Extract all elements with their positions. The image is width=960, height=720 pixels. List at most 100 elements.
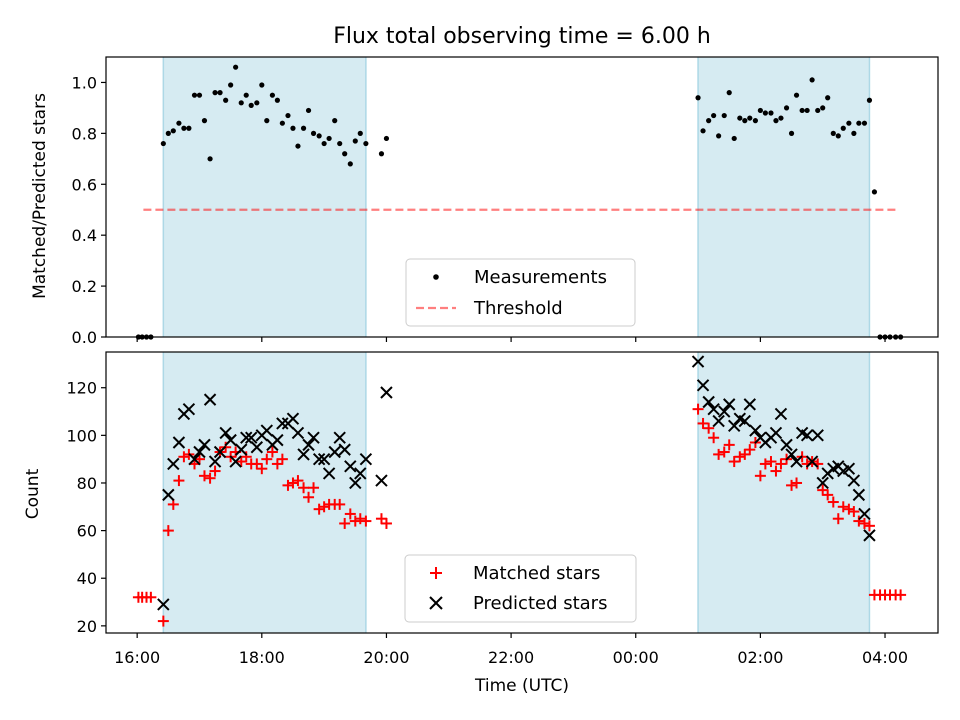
measurements-legend-label: Measurements: [474, 267, 607, 288]
count-legend-box: [404, 554, 637, 623]
predicted-star-point: [696, 379, 710, 392]
measurement-point: [731, 135, 737, 142]
x-tick-label: 18:00: [239, 648, 285, 667]
measurement-point: [170, 128, 176, 134]
matched-star-point: [895, 589, 907, 601]
measurement-point: [716, 133, 722, 139]
matched-star-point: [209, 465, 221, 477]
matched-star-point: [837, 501, 849, 513]
measurement-point: [347, 161, 353, 167]
measurement-point: [321, 140, 327, 147]
measurement-point: [721, 112, 727, 119]
matched-star-point: [354, 513, 366, 525]
predicted-star-point: [743, 398, 756, 411]
measurement-point: [228, 82, 234, 88]
matched-star-point: [765, 456, 777, 468]
matched-star-point: [718, 446, 730, 458]
matched-star-point: [360, 515, 372, 527]
matched-star-point: [303, 491, 315, 503]
measurement-point: [737, 115, 743, 121]
measurement-point: [207, 156, 213, 162]
measurement-point: [793, 92, 800, 98]
matched-star-point: [349, 515, 361, 527]
predicted-star-point: [847, 474, 861, 487]
measurement-point: [820, 105, 826, 111]
predicted-star-point: [380, 386, 393, 399]
predicted-star-point: [790, 455, 803, 468]
measurement-point: [191, 92, 198, 98]
matched-star-point: [817, 484, 829, 496]
predicted-star-point: [307, 431, 320, 444]
measurement-point: [259, 82, 265, 88]
predicted-star-point: [193, 445, 206, 459]
y-tick-label: 60: [77, 522, 97, 541]
predicted-star-point: [276, 417, 289, 430]
measurement-point: [295, 143, 301, 149]
predicted-star-point: [172, 436, 186, 449]
matched-star-point: [728, 456, 740, 468]
matched-star-point: [256, 463, 268, 475]
x-tick-label: 00:00: [613, 648, 659, 667]
measurement-point: [223, 97, 229, 103]
predicted-star-point: [167, 457, 180, 471]
predicted-star-point: [805, 455, 819, 468]
measurement-point: [274, 97, 280, 103]
measurement-point: [809, 77, 815, 83]
x-tick-label: 04:00: [862, 648, 908, 667]
measurement-point: [238, 100, 244, 106]
predicted-star-point: [858, 507, 871, 521]
predicted-star-point: [344, 460, 357, 473]
count-y-axis-label: Count: [23, 468, 43, 519]
predicted-star-point: [250, 441, 264, 454]
y-tick-label: 0.8: [72, 124, 97, 143]
y-tick-label: 0.2: [72, 277, 97, 296]
count-panel-frame: [105, 351, 939, 634]
predicted-star-point: [229, 455, 242, 468]
predicted-star-point: [322, 467, 336, 480]
predicted-star-point: [213, 445, 227, 459]
ratio-y-axis-label: Matched/Predicted stars: [30, 93, 50, 299]
measurement-point: [332, 118, 338, 124]
predicted-star-point: [240, 431, 253, 444]
measurement-point: [186, 125, 192, 131]
measurement-point: [290, 125, 296, 131]
measurement-point: [305, 107, 312, 114]
predicted-star-point: [286, 412, 300, 425]
y-tick-label: 0.0: [72, 328, 97, 347]
predicted-star-point: [208, 455, 222, 468]
predicted-star-point: [738, 414, 752, 428]
matched-star-point: [770, 465, 782, 477]
predicted-star-point: [785, 448, 798, 461]
observing-bands: [162, 352, 871, 633]
measurement-point: [861, 120, 868, 126]
matched-star-point: [708, 432, 720, 444]
ratio-y-ticks: 0.0 0.2 0.4 0.6 0.8 1.0: [72, 73, 106, 347]
measurement-point: [788, 130, 795, 136]
chart-title: Flux total observing time = 6.00 h: [333, 24, 711, 49]
matched-star-point: [827, 496, 839, 508]
predicted-star-points: [157, 355, 876, 611]
matched-star-point: [848, 506, 860, 518]
measurement-point: [815, 107, 821, 114]
x-tick-label: 22:00: [488, 648, 534, 667]
y-tick-label: 1.0: [72, 73, 97, 92]
matched-star-point: [313, 503, 325, 515]
matched-star-point: [759, 458, 771, 470]
measurement-point: [254, 100, 260, 106]
predicted-star-point: [712, 414, 725, 428]
measurement-point: [778, 115, 784, 121]
measurement-point: [196, 92, 203, 98]
predicted-star-point: [349, 476, 362, 490]
predicted-star-point: [723, 398, 736, 411]
predicted-star-point: [224, 433, 237, 447]
measurement-point: [326, 135, 332, 142]
observing-band-1: [698, 57, 870, 337]
measurement-point: [846, 120, 852, 126]
matched-star-point: [261, 453, 273, 465]
predicted-star-point: [707, 402, 720, 416]
measurement-point: [363, 140, 369, 147]
matched-star-point: [822, 489, 834, 501]
measurement-point: [269, 92, 275, 98]
matched-star-point: [786, 479, 798, 491]
predicted-star-point: [302, 438, 315, 452]
